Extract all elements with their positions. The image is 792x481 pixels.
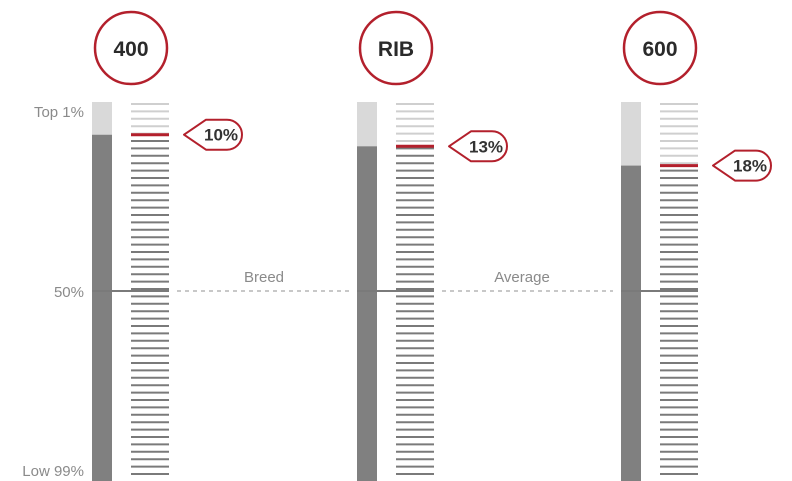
percentile-callout bbox=[448, 130, 508, 163]
y-label-top: Top 1% bbox=[34, 104, 84, 121]
trait-column: 13% RIB bbox=[357, 10, 508, 481]
reference-label-breed: Breed bbox=[244, 269, 284, 286]
bar bbox=[92, 134, 112, 481]
trait-badge bbox=[358, 10, 434, 86]
trait-label: 400 bbox=[113, 38, 148, 61]
bar bbox=[357, 146, 377, 481]
trait-label: RIB bbox=[378, 38, 414, 61]
trait-columns: 10% 400 13% RIB 18% 600 bbox=[92, 10, 772, 481]
trait-badge bbox=[93, 10, 169, 86]
bar bbox=[621, 165, 641, 481]
y-label-middle: 50% bbox=[54, 284, 84, 301]
trait-badge bbox=[622, 10, 698, 86]
percentile-callout bbox=[183, 118, 243, 151]
bar-remainder bbox=[621, 102, 641, 166]
reference-label-average: Average bbox=[494, 269, 550, 286]
percentile-callout bbox=[712, 149, 772, 182]
bar-remainder bbox=[92, 102, 112, 135]
trait-label: 600 bbox=[642, 38, 677, 61]
percentile-label: 10% bbox=[204, 126, 238, 145]
percentile-label: 13% bbox=[469, 137, 503, 156]
percentile-label: 18% bbox=[733, 157, 767, 176]
trait-column: 18% 600 bbox=[621, 10, 772, 481]
trait-column: 10% 400 bbox=[92, 10, 243, 481]
bar-remainder bbox=[357, 102, 377, 147]
y-label-bottom: Low 99% bbox=[22, 463, 84, 480]
